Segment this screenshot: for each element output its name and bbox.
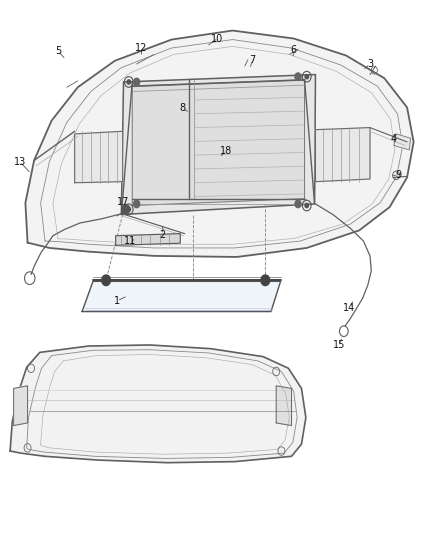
Circle shape	[304, 75, 308, 79]
Text: 9: 9	[394, 171, 400, 180]
Polygon shape	[74, 131, 122, 183]
Polygon shape	[121, 75, 315, 215]
Text: 11: 11	[124, 236, 136, 246]
Circle shape	[260, 275, 269, 286]
Circle shape	[304, 204, 308, 208]
Polygon shape	[25, 30, 413, 257]
Polygon shape	[276, 386, 291, 425]
Polygon shape	[393, 134, 410, 150]
Text: 10: 10	[211, 34, 223, 44]
Polygon shape	[10, 345, 305, 463]
Text: 4: 4	[390, 134, 396, 144]
Circle shape	[127, 207, 130, 212]
Text: 13: 13	[14, 157, 26, 166]
Text: 2: 2	[159, 230, 166, 240]
Text: 3: 3	[366, 59, 372, 69]
Text: 18: 18	[219, 146, 232, 156]
Circle shape	[102, 275, 110, 286]
Text: 12: 12	[134, 43, 147, 53]
Circle shape	[133, 78, 139, 86]
Polygon shape	[116, 233, 180, 245]
Circle shape	[294, 200, 300, 208]
Polygon shape	[14, 386, 28, 425]
Text: 6: 6	[290, 45, 296, 55]
Text: 15: 15	[332, 340, 345, 350]
Text: 1: 1	[114, 296, 120, 306]
Circle shape	[127, 80, 130, 84]
Circle shape	[133, 200, 139, 208]
Circle shape	[294, 73, 300, 80]
Polygon shape	[132, 80, 304, 206]
Text: 17: 17	[117, 197, 129, 207]
Text: 14: 14	[343, 303, 355, 313]
Text: 8: 8	[179, 103, 185, 114]
Circle shape	[121, 205, 129, 214]
Text: 5: 5	[55, 46, 61, 56]
Polygon shape	[315, 127, 369, 182]
Text: 7: 7	[248, 55, 255, 64]
Polygon shape	[82, 281, 280, 312]
